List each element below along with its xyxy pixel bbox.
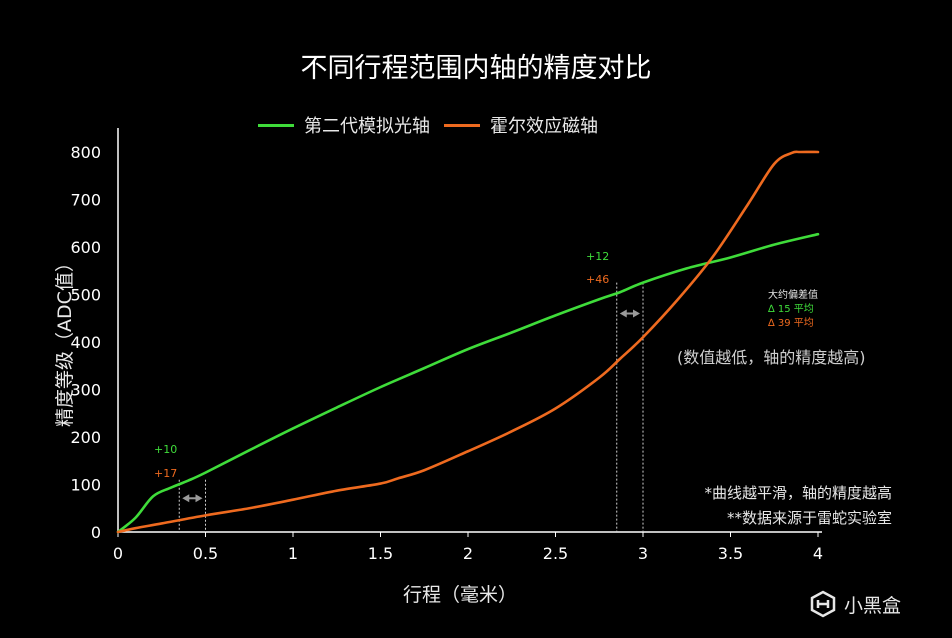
y-tick-label: 100 [70,476,101,495]
footnote-2: **数据来源于雷蛇实验室 [726,509,892,527]
y-tick-label: 0 [91,523,101,542]
legend-swatch-optical [258,123,294,127]
avg-deviation-box: 大约偏差值 ∆ 15 平均 ∆ 39 平均 [768,289,818,331]
legend-item-optical: 第二代模拟光轴 [258,112,430,138]
y-tick-label: 700 [70,191,101,210]
watermark-text: 小黑盒 [844,594,902,617]
legend-label-optical: 第二代模拟光轴 [304,116,430,137]
x-axis-label: 行程（毫米） [402,584,517,606]
legend-swatch-hall [444,123,480,127]
legend-label-hall: 霍尔效应磁轴 [490,116,598,137]
interval-arrow-right-head [633,309,640,318]
y-tick-label: 500 [70,286,101,305]
watermark: 小黑盒 [808,590,901,618]
x-tick-label: 3 [638,544,648,563]
x-tick-label: 0.5 [193,544,218,563]
y-tick-label: 800 [70,143,101,162]
y-tick-label: 600 [70,238,101,257]
y-tick-label: 200 [70,428,101,447]
x-tick-label: 3.5 [718,544,743,563]
heybox-logo-icon [810,590,836,618]
interval-arrow-left-head [619,309,627,318]
legend-item-hall: 霍尔效应磁轴 [444,112,598,138]
chart-title: 不同行程范围内轴的精度对比 [300,53,652,84]
interval-arrow-left-head [182,494,190,503]
avg-deviation-green: ∆ 15 平均 [768,304,814,315]
series-line-optical [116,232,820,534]
x-tick-label: 1 [288,544,298,563]
annotation-right-orange: +46 [586,273,610,286]
annotation-left-orange: +17 [154,467,178,480]
avg-deviation-orange: ∆ 39 平均 [768,318,814,329]
avg-deviation-title: 大约偏差值 [768,290,818,301]
interval-arrow-right-head [195,494,203,503]
y-axis-label: 精度等级（ADC值） [54,253,76,427]
x-tick-label: 4 [813,544,823,563]
remark-text: (数值越低，轴的精度越高) [677,348,866,367]
footnote-1: *曲线越平滑，轴的精度越高 [704,484,892,502]
annotation-left-green: +10 [154,443,178,456]
y-tick-label: 300 [70,381,101,400]
x-tick-label: 0 [113,544,123,563]
x-tick-label: 2 [463,544,473,563]
legend: 第二代模拟光轴 霍尔效应磁轴 [258,112,598,138]
x-tick-label: 2.5 [543,544,568,563]
annotation-right-green: +12 [586,250,610,263]
series-line-hall [116,150,820,534]
y-tick-label: 400 [70,333,101,352]
x-tick-label: 1.5 [368,544,393,563]
